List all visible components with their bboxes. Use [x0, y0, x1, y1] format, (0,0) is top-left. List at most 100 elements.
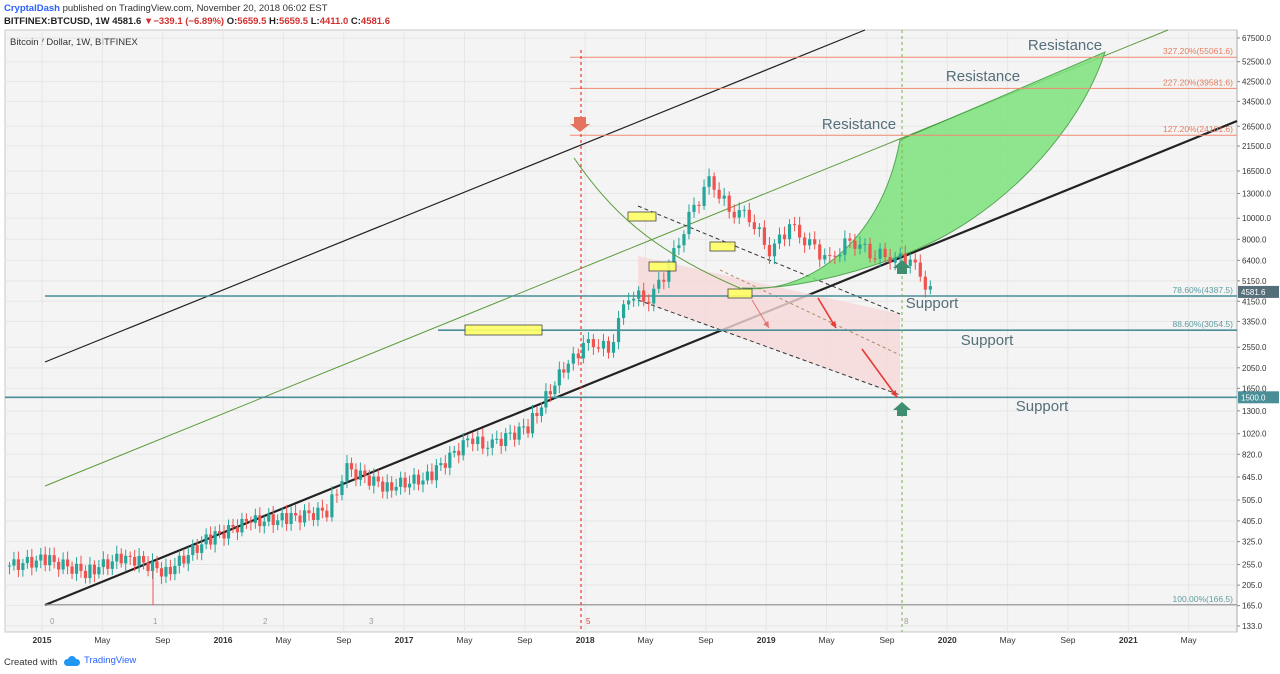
candle-body: [159, 568, 164, 577]
candle-body: [627, 300, 631, 305]
fib-level-label: 227.20%(39581.6): [1163, 77, 1233, 87]
price-tick-label: 13000.0: [1242, 189, 1271, 198]
candle-body: [258, 515, 262, 527]
candle-body: [530, 412, 535, 434]
candle-body: [621, 304, 626, 319]
candle-body: [173, 565, 177, 575]
candle-body: [923, 276, 927, 290]
wave-marker: 0: [50, 617, 55, 626]
candle-body: [544, 391, 548, 408]
candle-body: [217, 531, 222, 534]
resistance-label: Resistance: [822, 116, 896, 133]
price-tick-label: 3350.0: [1242, 317, 1267, 326]
candle-body: [381, 481, 385, 492]
candle-body: [667, 263, 671, 282]
candle-body: [539, 407, 544, 417]
time-tick-label: May: [275, 635, 292, 645]
ohlc-line: BITFINEX:BTCUSD, 1W 4581.6 ▼−339.1 (−6.8…: [4, 15, 390, 28]
up-arrow-icon: [893, 402, 911, 416]
candle-body: [616, 318, 621, 343]
price-tick-label: 34500.0: [1242, 97, 1271, 106]
candle-body: [898, 253, 902, 258]
down-channel-bottom: [637, 299, 901, 396]
upper-channel-line: [44, 29, 866, 363]
candle-body: [486, 447, 490, 449]
wave-marker: 2: [263, 617, 268, 626]
candle-body: [833, 255, 837, 257]
support-price-tag-bg: [1238, 391, 1279, 404]
price-tick-label: 133.0: [1242, 622, 1263, 631]
change-arrow-icon: ▼: [143, 16, 154, 27]
candle-body: [581, 342, 585, 359]
tradingview-link[interactable]: TradingView: [64, 655, 136, 666]
candle-body: [566, 363, 570, 373]
price-tick-label: 2050.0: [1242, 364, 1267, 373]
candle-body: [124, 555, 128, 564]
price-tick-label: 325.0: [1242, 538, 1263, 547]
candle-body: [591, 339, 596, 348]
candle-body: [878, 248, 882, 259]
time-tick-label: Sep: [336, 635, 351, 645]
publish-info: published on TradingView.com, November 2…: [62, 3, 328, 14]
candle-body: [848, 238, 852, 241]
candle-body: [818, 244, 822, 260]
time-tick-label: Sep: [1060, 635, 1075, 645]
candle-body: [682, 234, 686, 246]
candle-body: [466, 438, 470, 441]
candle-body: [647, 301, 651, 304]
resistance-label: Resistance: [1028, 37, 1102, 54]
close-value: 4581.6: [360, 16, 390, 27]
time-tick-label: Sep: [155, 635, 170, 645]
candle-body: [137, 555, 141, 566]
candle-body: [662, 279, 666, 282]
candle-body: [596, 347, 601, 349]
candle-body: [7, 565, 12, 567]
time-tick-label: Sep: [517, 635, 532, 645]
candle-body: [727, 195, 731, 212]
candle-body: [298, 515, 302, 523]
wave-marker: 8: [904, 617, 909, 626]
author-name[interactable]: CryptalDash: [4, 3, 60, 14]
candle-body: [757, 227, 761, 230]
candle-body: [330, 494, 334, 518]
candle-body: [302, 510, 307, 523]
down-arrow-icon: [861, 348, 898, 398]
time-tick-label: May: [1181, 635, 1198, 645]
candle-body: [65, 559, 70, 567]
price-tick-label: 1300.0: [1242, 407, 1267, 416]
candle-body: [200, 544, 204, 553]
candle-body: [747, 209, 751, 223]
last-price-tag: 4581.6: [1241, 288, 1266, 297]
candle-body: [48, 555, 52, 566]
candle-body: [83, 570, 88, 579]
candle-body: [918, 262, 922, 277]
candle-body: [752, 222, 756, 230]
candle-body: [553, 385, 557, 395]
candle-body: [372, 476, 376, 486]
candle-body: [231, 525, 235, 528]
down-arrow-icon-head: [830, 321, 836, 328]
candle-body: [316, 507, 320, 520]
candle-body: [571, 353, 575, 364]
candle-body: [606, 340, 611, 353]
fib-level-label: 88.60%(3054.5): [1173, 319, 1234, 329]
candle-body: [133, 556, 137, 566]
candle-body: [828, 255, 832, 257]
candle-body: [12, 559, 16, 566]
candle-body: [813, 239, 817, 245]
candle-body: [209, 534, 213, 545]
candle-body: [481, 436, 485, 449]
time-tick-label: May: [456, 635, 473, 645]
candle-body: [285, 513, 289, 524]
up-arrow-icon: [893, 260, 911, 274]
highlight-box: [709, 241, 736, 252]
last-price-tag-bg: [1238, 285, 1279, 298]
candle-body: [204, 534, 208, 545]
candle-body: [30, 556, 34, 568]
time-tick-label: 2021: [1119, 635, 1138, 645]
candle-body: [490, 439, 494, 448]
candle-body: [320, 507, 324, 511]
candle-body: [155, 561, 159, 569]
candle-body: [461, 440, 465, 456]
